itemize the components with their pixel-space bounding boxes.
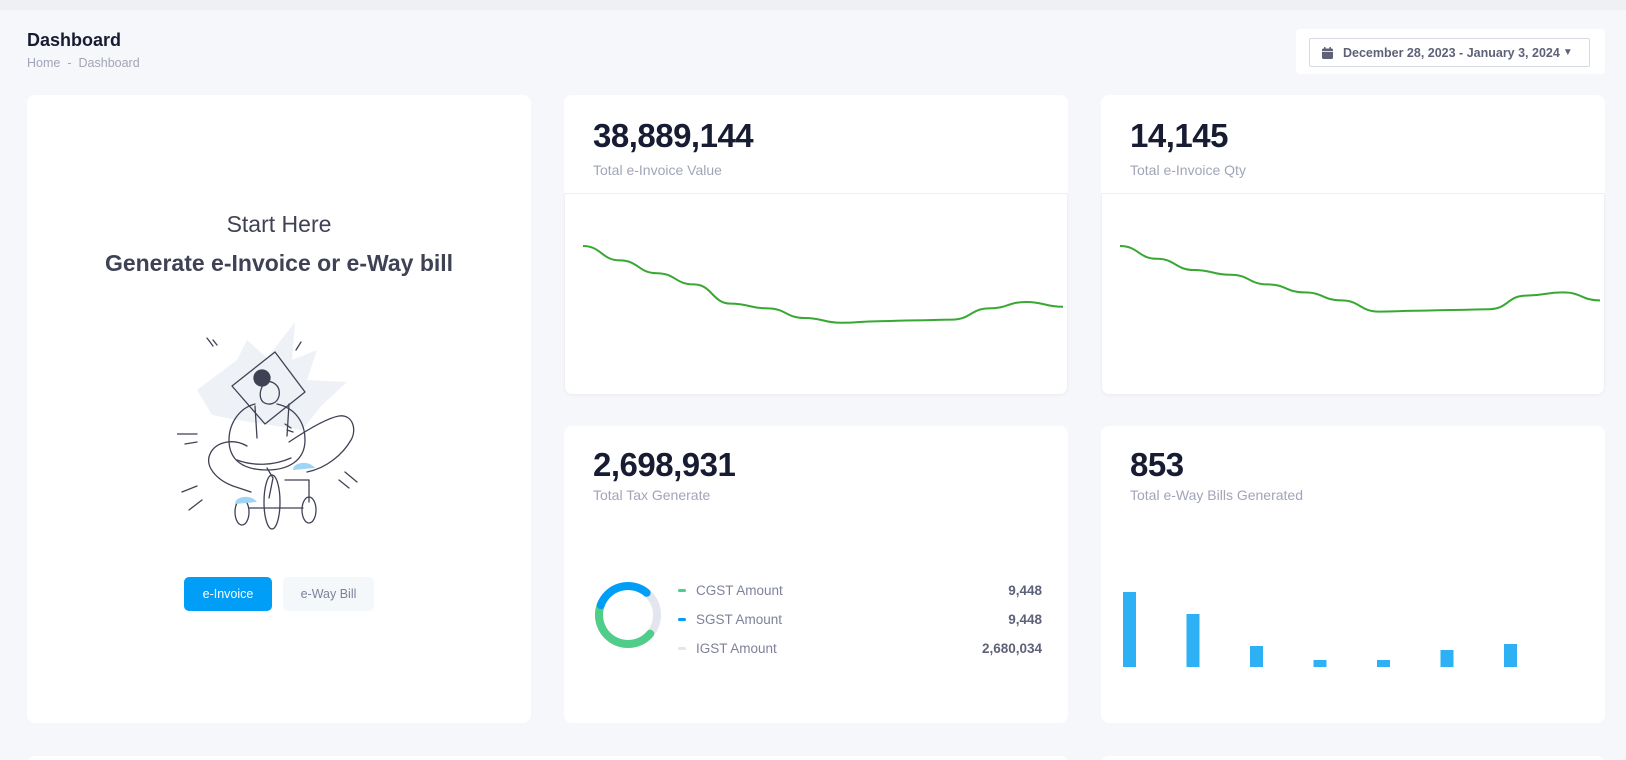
eway-bar-2 [1186,614,1200,667]
invoice-value-sparkline [582,245,1064,324]
sgst-value: 9,448 [1008,612,1042,627]
eway-bills-number: 853 [1130,446,1184,483]
invoice-qty-card: 14,145 Total e-Invoice Qty [1101,95,1605,395]
tax-label: Total Tax Generate [593,487,711,503]
breadcrumb-current: Dashboard [78,56,140,70]
sgst-bullet [678,618,686,621]
invoice-qty-series-line [1119,245,1601,313]
invoice-qty-chart [1101,193,1605,395]
invoice-value-series-line [582,245,1064,324]
e-way-bill-button[interactable]: e-Way Bill [283,577,374,611]
breadcrumb: Home - Dashboard [27,56,140,70]
tax-legend-row-igst: IGST Amount 2,680,034 [678,634,1042,663]
date-range-label: December 28, 2023 - January 3, 2024 [1343,45,1560,60]
tax-donut-chart [595,582,661,648]
date-range-picker[interactable]: December 28, 2023 - January 3, 2024 ▼ [1309,38,1590,67]
eway-bar-3 [1250,646,1263,667]
invoice-value-number: 38,889,144 [593,117,754,154]
cgst-bullet [678,589,686,592]
invoice-qty-label: Total e-Invoice Qty [1130,162,1246,178]
eway-bills-label: Total e-Way Bills Generated [1130,487,1303,503]
page-title: Dashboard [27,30,122,50]
invoice-value-card: 38,889,144 Total e-Invoice Value [564,95,1068,395]
eway-bills-card: 853 Total e-Way Bills Generated [1101,426,1605,723]
cyclist-illustration [177,322,358,530]
invoice-value-chart [564,193,1068,395]
invoice-qty-number: 14,145 [1130,117,1228,154]
date-range-toolbar: December 28, 2023 - January 3, 2024 ▼ [1296,29,1605,74]
eway-bar-6 [1440,650,1454,667]
cgst-value: 9,448 [1008,583,1042,598]
start-subtitle: Generate e-Invoice or e-Way bill [104,250,454,276]
tax-number: 2,698,931 [593,446,736,483]
eway-bar-1 [1123,592,1136,667]
start-title: Start Here [226,211,332,237]
tax-card: 2,698,931 Total Tax Generate CGST Amount… [564,426,1068,723]
donut-slice-sgst [596,582,651,610]
tax-legend: CGST Amount 9,448 SGST Amount 9,448 IGST… [678,576,1042,663]
invoice-value-label: Total e-Invoice Value [593,162,722,178]
e-invoice-button[interactable]: e-Invoice [184,577,272,611]
eway-bills-bar-chart [1123,592,1517,667]
bottom-card-left [27,756,1068,760]
breadcrumb-home[interactable]: Home [27,56,61,70]
caret-down-icon: ▼ [1562,47,1573,58]
cgst-label: CGST Amount [696,583,783,598]
eway-bar-7 [1504,644,1517,667]
start-here-card: Start Here Generate e-Invoice or e-Way b… [27,95,531,723]
calendar-icon [1322,46,1333,59]
breadcrumb-separator: - [67,56,72,70]
tax-legend-row-cgst: CGST Amount 9,448 [678,576,1042,605]
eway-bar-5 [1377,660,1390,667]
bottom-card-right [1101,756,1605,760]
igst-value: 2,680,034 [981,641,1042,656]
donut-slice-cgst [595,601,655,648]
top-strip [0,0,1626,10]
igst-bullet [678,647,686,650]
invoice-qty-sparkline [1119,245,1601,313]
igst-label: IGST Amount [696,641,777,656]
eway-bar-4 [1313,660,1327,667]
sgst-label: SGST Amount [696,612,783,627]
tax-legend-row-sgst: SGST Amount 9,448 [678,605,1042,634]
